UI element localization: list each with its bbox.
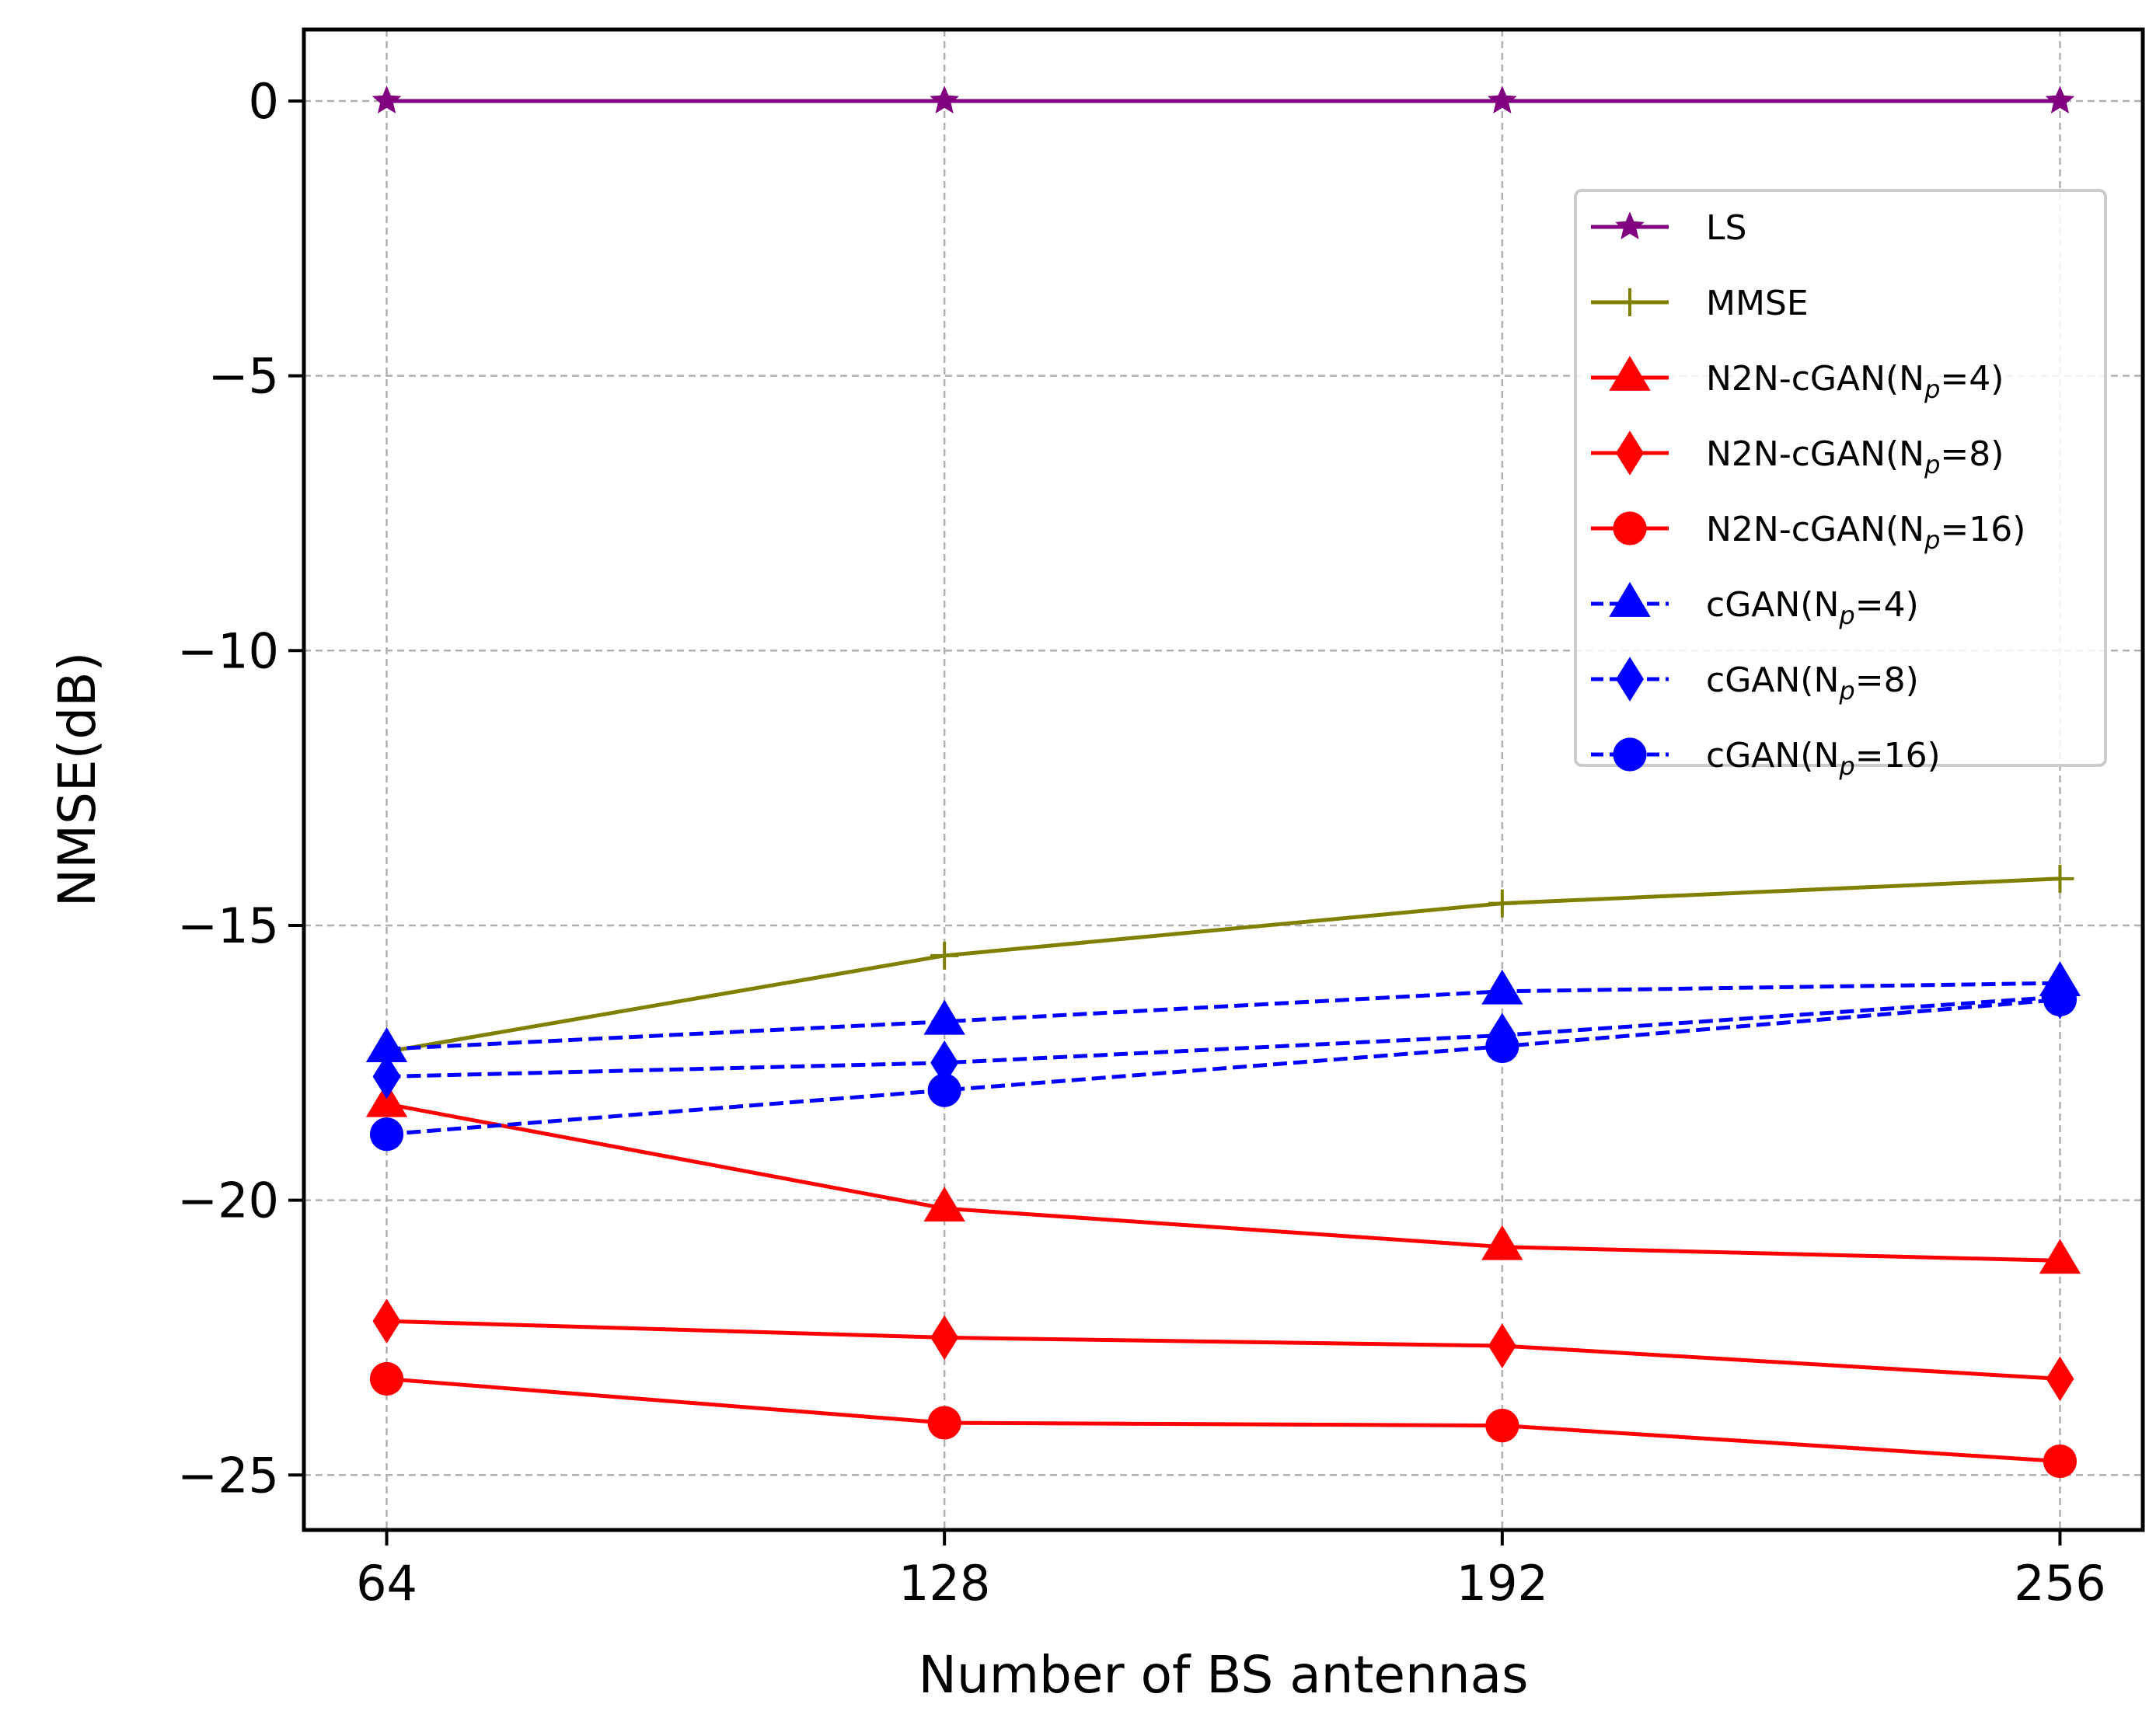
- data-point: [1481, 969, 1523, 1005]
- series-group: [372, 1298, 2074, 1402]
- legend-marker: [1609, 581, 1651, 617]
- series-group: [372, 85, 2075, 113]
- data-point: [1488, 85, 1517, 113]
- legend-marker: [1609, 355, 1651, 391]
- legend-box: [1574, 189, 2107, 767]
- data-point: [2046, 864, 2074, 893]
- y-tick-label: −15: [177, 897, 279, 954]
- legend-label: cGAN(Np=8): [1706, 660, 1919, 706]
- legend-label: N2N-cGAN(Np=16): [1706, 510, 2025, 555]
- series-line: [386, 1102, 2060, 1263]
- data-point: [930, 85, 959, 113]
- legend-label: N2N-cGAN(Np=8): [1706, 434, 2004, 479]
- y-tick-label: 0: [249, 73, 279, 130]
- data-point: [923, 999, 965, 1035]
- y-tick-label: −25: [177, 1447, 279, 1504]
- y-axis-label: NMSE(dB): [47, 652, 107, 908]
- y-tick-label: −10: [177, 622, 279, 679]
- legend-label: N2N-cGAN(Np=4): [1706, 359, 2004, 404]
- data-point: [930, 941, 959, 970]
- data-point: [2046, 1356, 2074, 1402]
- data-point: [1485, 1029, 1519, 1064]
- data-point: [372, 1054, 401, 1099]
- data-point: [930, 1040, 959, 1086]
- data-point: [365, 1027, 408, 1062]
- data-point: [1485, 1409, 1519, 1443]
- legend-marker: [1613, 511, 1647, 545]
- series-lines: [365, 85, 2081, 1479]
- series-line: [386, 981, 2060, 1051]
- y-tick-label: −5: [208, 348, 279, 405]
- data-point: [365, 1082, 408, 1117]
- axis-ticks: 64 128 192 256 0 −5 −10 −15 −20 −25: [177, 73, 2105, 1612]
- legend-marker: [1616, 657, 1644, 702]
- series-line: [386, 876, 2060, 1054]
- series-group: [369, 982, 2078, 1152]
- series-line: [386, 1377, 2060, 1464]
- x-tick-label: 64: [356, 1555, 417, 1612]
- data-point: [2039, 1239, 2081, 1274]
- data-point: [2045, 85, 2075, 113]
- legend-marker: [1616, 430, 1644, 476]
- y-tick-label: −20: [177, 1173, 279, 1229]
- series-line: [386, 995, 2060, 1079]
- data-point: [369, 1361, 404, 1396]
- data-point: [2043, 1444, 2078, 1479]
- data-point: [930, 1315, 959, 1361]
- legend-marker: [1616, 288, 1644, 316]
- series-line: [386, 997, 2060, 1137]
- plot-frame: [302, 27, 2145, 1532]
- data-point: [2043, 982, 2078, 1017]
- x-tick-label: 128: [898, 1555, 990, 1612]
- data-point: [927, 1406, 961, 1440]
- data-point: [369, 1117, 404, 1152]
- data-point: [372, 85, 402, 113]
- legend-label: LS: [1706, 208, 1746, 248]
- data-point: [1481, 1225, 1523, 1260]
- series-group: [369, 1361, 2078, 1479]
- x-tick-label: 192: [1457, 1555, 1548, 1612]
- x-axis-label: Number of BS antennas: [919, 1645, 1529, 1705]
- data-point: [1488, 889, 1516, 918]
- x-tick-label: 256: [2014, 1555, 2105, 1612]
- legend-label: cGAN(Np=16): [1706, 736, 1941, 781]
- data-point: [372, 1298, 401, 1344]
- data-point: [927, 1073, 961, 1107]
- series-line: [386, 1319, 2060, 1381]
- data-point: [923, 1187, 965, 1222]
- legend-label: cGAN(Np=4): [1706, 585, 1919, 630]
- data-point: [1488, 1323, 1516, 1368]
- legend-label: MMSE: [1706, 284, 1809, 323]
- legend: LS MMSE N2N-cGAN(Np=4) N2N-cGAN(Np=8) N2N-cG…: [1574, 189, 2107, 781]
- series-group: [365, 1082, 2081, 1274]
- legend-marker: [1613, 737, 1647, 772]
- legend-marker: [1615, 211, 1645, 239]
